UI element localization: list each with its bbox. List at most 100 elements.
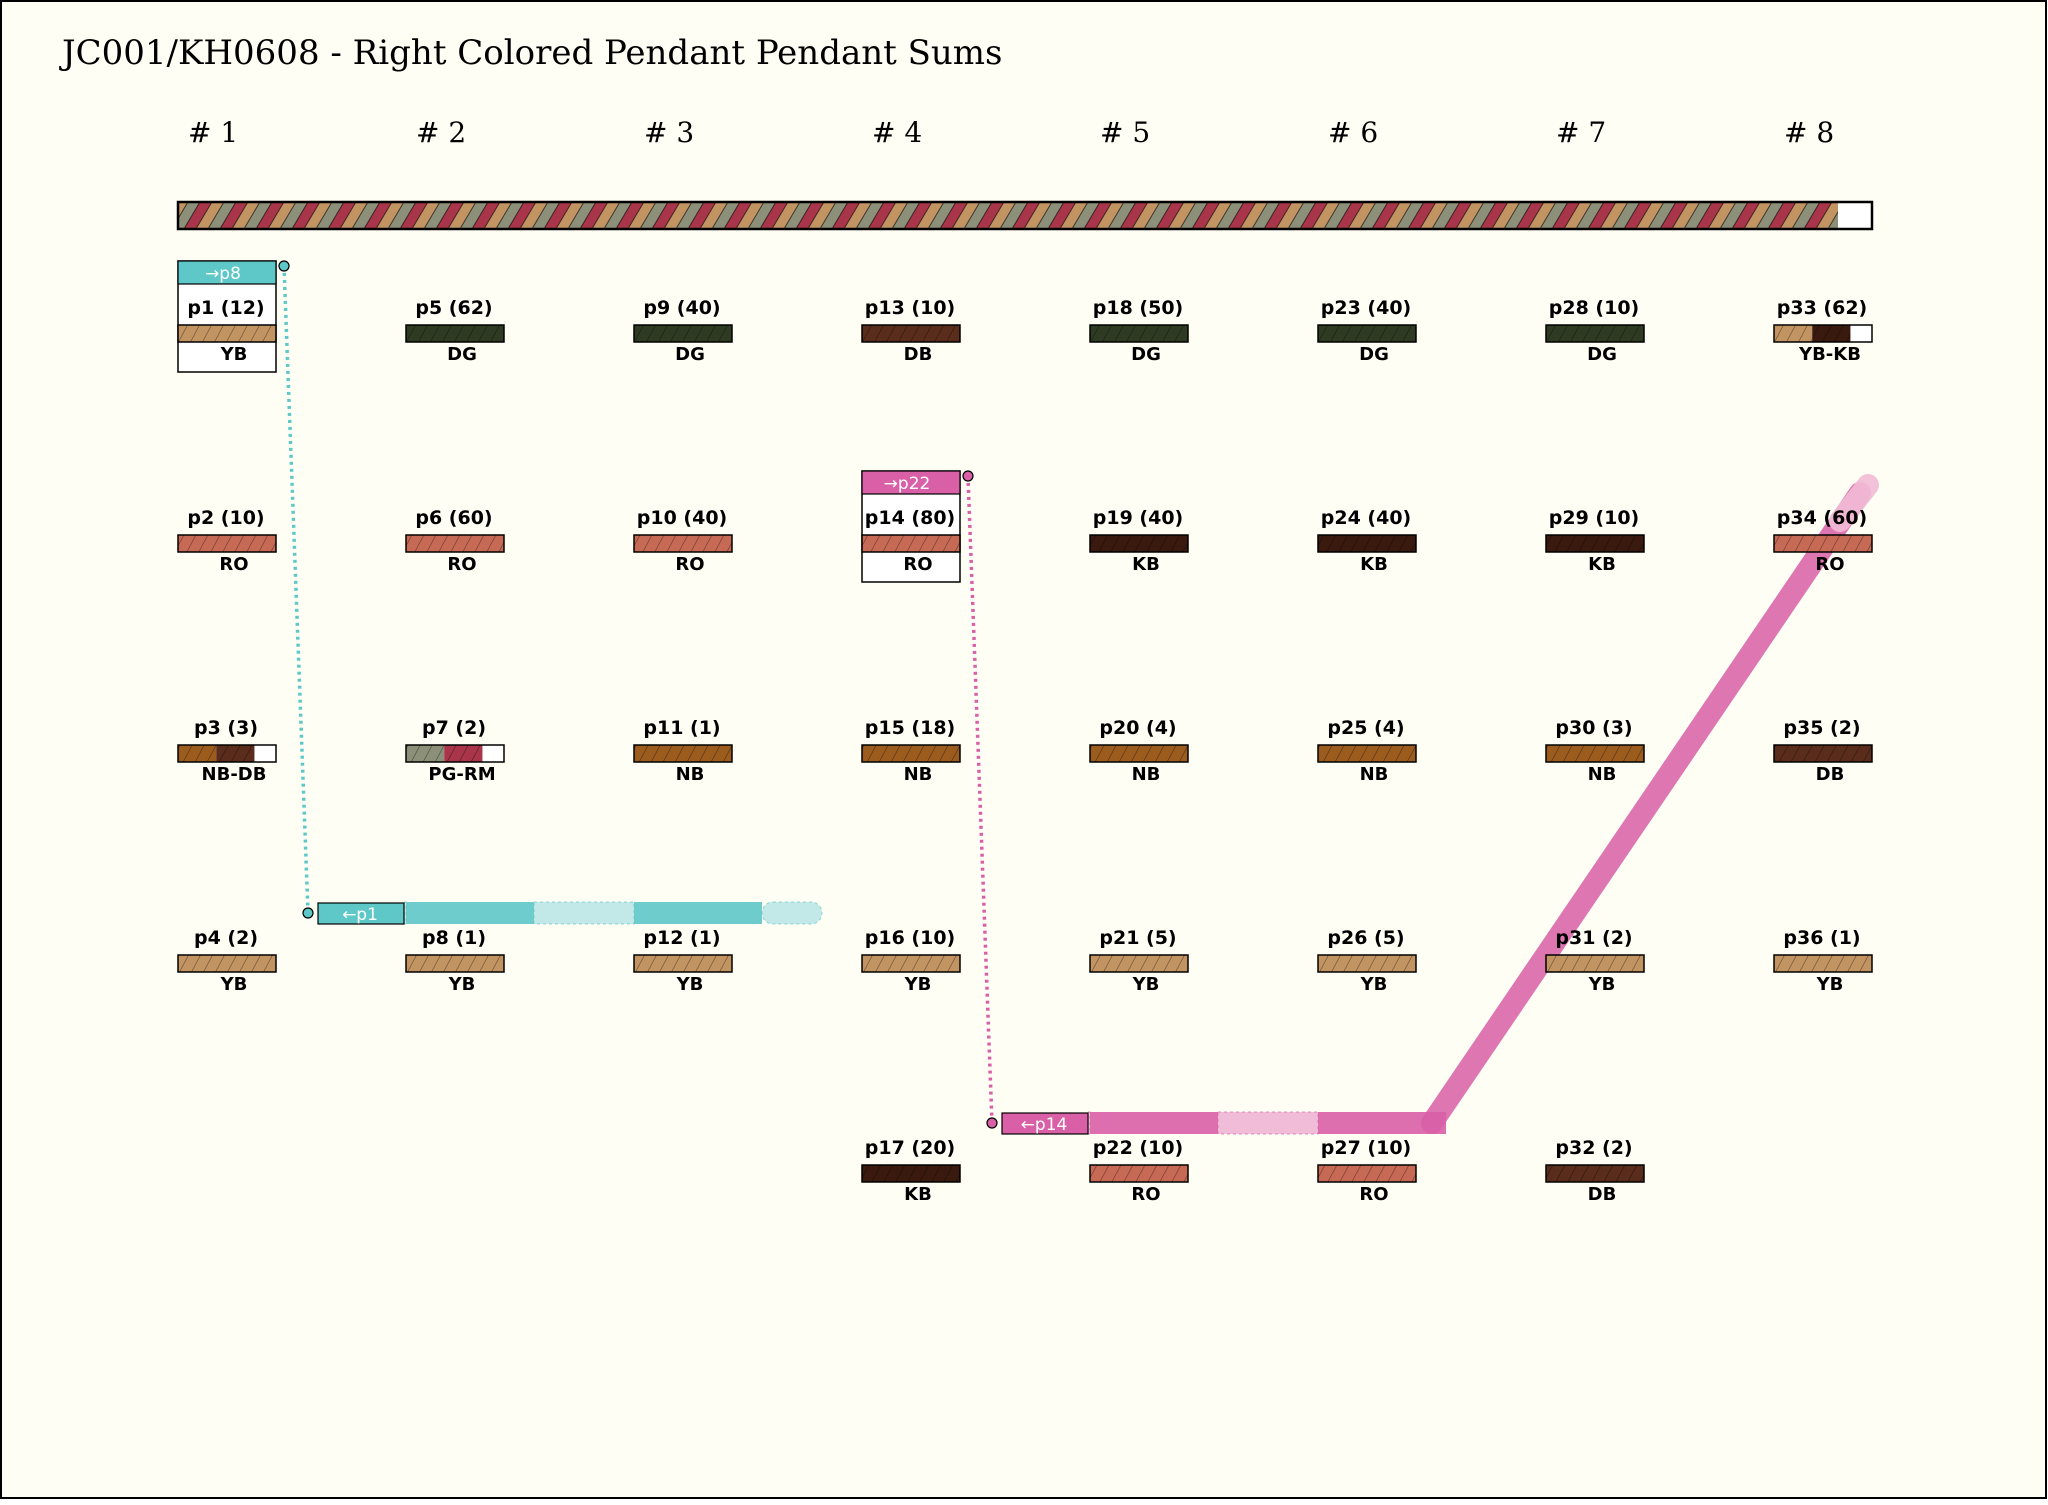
pendant-p6: p6 (60) RO xyxy=(405,507,505,575)
sum-band-segment xyxy=(1090,1112,1218,1134)
primary-cord-stripe xyxy=(1731,202,1761,229)
group-label: # 4 xyxy=(872,116,922,149)
pendant-color-code: YB xyxy=(1132,974,1160,995)
pendant-p34: p34 (60) RO xyxy=(1773,507,1873,575)
primary-cord-stripe xyxy=(951,202,981,229)
pendant-color-code: NB xyxy=(676,764,705,785)
pendant-p4: p4 (2) YB xyxy=(177,927,277,995)
pendant-swatch-segment xyxy=(444,745,483,762)
sum-connector xyxy=(966,475,994,1124)
primary-cord-stripe xyxy=(327,202,357,229)
primary-cord-stripe xyxy=(1539,202,1569,229)
pendant-p36: p36 (1) YB xyxy=(1773,927,1873,995)
primary-cord-stripe xyxy=(178,202,201,229)
pendant-p33: p33 (62) YB-KB xyxy=(1773,297,1873,365)
primary-cord-stripe xyxy=(807,202,837,229)
pendant-label: p22 (10) xyxy=(1093,1137,1183,1159)
primary-cord-stripe xyxy=(1287,202,1317,229)
primary-cord-stripe xyxy=(759,202,789,229)
primary-cord-stripe xyxy=(1515,202,1545,229)
pendant-swatch-segment xyxy=(1774,745,1872,762)
pendant-swatch-segment xyxy=(1774,955,1872,972)
pendant-color-code: YB xyxy=(448,974,476,995)
primary-cord-stripe xyxy=(1563,202,1593,229)
pendant-swatch-segment xyxy=(1318,1165,1416,1182)
sum-connector-dot xyxy=(278,260,290,272)
pendant-swatch-segment xyxy=(216,745,255,762)
primary-cord-stripe xyxy=(207,202,237,229)
pendant-p8: p8 (1) YB xyxy=(405,927,505,995)
pendant-swatch-outline xyxy=(633,744,733,763)
pendant-p21: p21 (5) YB xyxy=(1089,927,1189,995)
primary-cord-stripe xyxy=(519,202,549,229)
pendant-color-code: RO xyxy=(1815,554,1844,575)
primary-cord-stripe xyxy=(195,202,225,229)
pendant-p5: p5 (62) DG xyxy=(405,297,505,365)
primary-cord-stripe xyxy=(1695,202,1725,229)
primary-cord-stripe xyxy=(1011,202,1041,229)
pendant-swatch-outline xyxy=(1545,1164,1645,1183)
sum-target-tag-label: ←p14 xyxy=(1021,1115,1068,1135)
pendant-swatch-segment xyxy=(178,745,217,762)
pendant-swatch-segment xyxy=(1318,325,1416,342)
sum-band-segment xyxy=(634,902,762,924)
pendant-color-code: KB xyxy=(1588,554,1616,575)
primary-cord-stripe xyxy=(1635,202,1665,229)
pendant-color-code: DG xyxy=(1359,344,1389,365)
sum-band-tip xyxy=(1829,474,1879,532)
pendant-swatch-segment xyxy=(1546,955,1644,972)
group-label: # 7 xyxy=(1556,116,1606,149)
primary-cord-stripe xyxy=(747,202,777,229)
sum-connector-dot xyxy=(302,907,314,919)
pendant-label: p16 (10) xyxy=(865,927,955,949)
pendant-p20: p20 (4) NB xyxy=(1089,717,1189,785)
pendant-label: p34 (60) xyxy=(1777,507,1867,529)
pendant-swatch-outline xyxy=(1089,744,1189,763)
primary-cord-stripe xyxy=(651,202,681,229)
pendant-swatch-segment xyxy=(634,745,732,762)
pendant-color-code: NB xyxy=(904,764,933,785)
primary-cord-stripe xyxy=(507,202,537,229)
pendant-label: p36 (1) xyxy=(1783,927,1860,949)
pendant-label: p7 (2) xyxy=(422,717,486,739)
pendant-swatch-outline xyxy=(1773,534,1873,553)
pendant-p3: p3 (3) NB-DB xyxy=(177,717,277,785)
primary-cord-stripe xyxy=(1479,202,1509,229)
pendant-p2: p2 (10) RO xyxy=(177,507,277,575)
pendant-label: p4 (2) xyxy=(194,927,258,949)
primary-cord-stripe xyxy=(843,202,873,229)
primary-cord-stripe xyxy=(831,202,861,229)
primary-cord-stripe xyxy=(243,202,273,229)
primary-cord-stripes xyxy=(178,202,1838,229)
pendant-swatch-outline xyxy=(1545,324,1645,343)
sum-band-end xyxy=(761,901,823,925)
primary-cord-stripe xyxy=(543,202,573,229)
primary-cord-stripe xyxy=(1095,202,1125,229)
pendant-label: p1 (12) xyxy=(187,297,264,319)
primary-cord-stripe xyxy=(387,202,417,229)
pendant-color-code: PG-RM xyxy=(428,764,495,785)
primary-cord-stripe xyxy=(663,202,693,229)
pendant-color-code: DG xyxy=(675,344,705,365)
primary-cord-stripe xyxy=(1719,202,1749,229)
primary-cord-stripe xyxy=(1575,202,1605,229)
pendant-swatch-segment xyxy=(1546,325,1644,342)
group-label: # 1 xyxy=(188,116,238,149)
pendant-label: p17 (20) xyxy=(865,1137,955,1159)
primary-cord-stripe xyxy=(1107,202,1137,229)
pendant-p14: p14 (80) RO xyxy=(861,507,961,575)
primary-cord-stripe xyxy=(1491,202,1521,229)
pendant-swatch-outline xyxy=(861,954,961,973)
sum-source-tag-label: →p8 xyxy=(205,264,241,284)
primary-cord-stripe xyxy=(351,202,381,229)
pendant-swatch-outline xyxy=(1773,954,1873,973)
pendant-swatch-outline xyxy=(633,954,733,973)
primary-cord-stripe xyxy=(783,202,813,229)
pendant-p35: p35 (2) DB xyxy=(1773,717,1873,785)
pendant-swatch-segment xyxy=(1090,1165,1188,1182)
primary-cord-stripe xyxy=(711,202,741,229)
sum-source-tag-label: →p22 xyxy=(884,474,931,494)
primary-cord-stripe xyxy=(1059,202,1089,229)
pendant-color-code: RO xyxy=(903,554,932,575)
pendant-color-code: RO xyxy=(1359,1184,1388,1205)
